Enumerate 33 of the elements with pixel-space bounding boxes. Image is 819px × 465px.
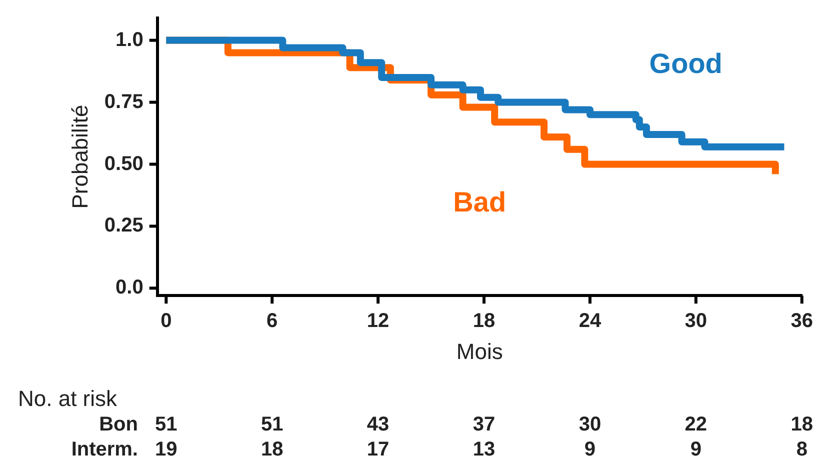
text: 8 [796, 438, 808, 461]
text: 19 [155, 438, 178, 461]
x-tick-label: 12 [366, 310, 390, 332]
x-tick-label: 36 [790, 310, 813, 332]
text: 37 [472, 414, 496, 436]
y-tick-label: 0.75 [104, 90, 144, 113]
x-tick-label: 6 [266, 310, 278, 332]
text: Bad [453, 186, 506, 218]
text: 43 [366, 414, 390, 436]
y-tick-label: 0.25 [104, 214, 144, 237]
text: Interm. [71, 438, 138, 461]
y-tick-label: 0.0 [116, 276, 144, 299]
x-tick-label: 30 [684, 310, 708, 332]
x-tick-label: 18 [472, 310, 496, 332]
text: 51 [155, 414, 178, 436]
text: 51 [260, 414, 284, 436]
text: 18 [260, 438, 284, 461]
text: 9 [690, 438, 702, 461]
text: Bon [99, 414, 138, 436]
x-axis-title: Mois [456, 338, 503, 364]
series-label: Good [649, 48, 722, 79]
y-tick-label: 0.50 [104, 152, 144, 175]
text: No. at risk [18, 386, 118, 412]
y-axis-title: Probabilité [67, 104, 92, 209]
y-tick-label: 1.0 [116, 28, 144, 51]
text: 13 [472, 438, 496, 461]
x-tick-label: 0 [160, 310, 172, 332]
text: 17 [366, 438, 390, 461]
text: 22 [684, 414, 708, 436]
text: 9 [584, 438, 596, 461]
text: 30 [578, 414, 602, 436]
x-tick-label: 24 [578, 310, 602, 332]
text: 18 [790, 414, 813, 436]
